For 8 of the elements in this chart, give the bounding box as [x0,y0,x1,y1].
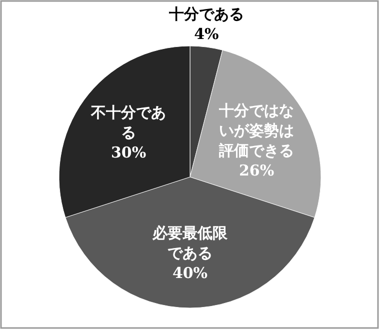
slice-label: 十分ではないが姿勢は評価できる [218,101,294,160]
data-label: 30% [110,143,146,162]
slice-label: 十分である [168,5,244,23]
data-label: 4% [194,25,219,43]
slice-label: 不十分である [90,103,166,142]
data-label: 40% [172,264,208,282]
data-label: 26% [239,161,274,180]
slice-label: 必要最低限である [152,224,228,262]
